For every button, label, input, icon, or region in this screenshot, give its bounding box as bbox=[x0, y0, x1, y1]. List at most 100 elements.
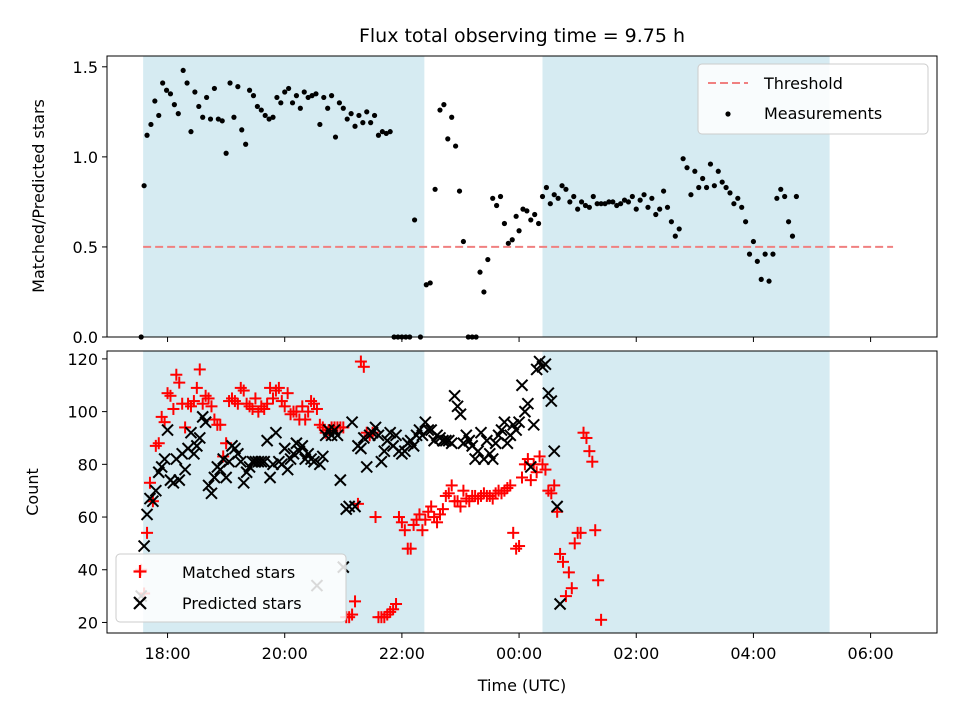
y-tick-label: 40 bbox=[78, 561, 98, 580]
measurement-point bbox=[582, 202, 589, 209]
measurement-point bbox=[266, 116, 272, 122]
measurement-point bbox=[250, 93, 257, 99]
measurement-point bbox=[524, 208, 530, 214]
predicted-stars-point bbox=[360, 460, 373, 474]
predicted-stars-point bbox=[501, 437, 514, 450]
measurement-point bbox=[621, 197, 628, 203]
predicted-stars-point bbox=[190, 439, 204, 453]
measurement-point bbox=[606, 199, 612, 205]
matched-stars-point bbox=[381, 608, 394, 621]
predicted-stars-point bbox=[448, 389, 461, 403]
predicted-stars-point bbox=[436, 434, 450, 447]
measurement-point bbox=[231, 114, 237, 120]
measurement-point bbox=[485, 256, 491, 263]
predicted-stars-point bbox=[345, 415, 359, 429]
matched-stars-point bbox=[346, 608, 359, 621]
matched-stars-point bbox=[419, 513, 432, 526]
matched-stars-point bbox=[516, 471, 528, 484]
predicted-stars-point bbox=[199, 415, 212, 429]
measurements-legend-label: Measurements bbox=[764, 104, 882, 123]
matched-stars-point bbox=[179, 421, 192, 434]
predicted-stars-point bbox=[202, 479, 215, 492]
measurement-point bbox=[254, 103, 260, 110]
measurement-point bbox=[645, 204, 651, 210]
bottom-y-axis-label: Count bbox=[23, 468, 42, 516]
predicted-stars-point bbox=[518, 405, 532, 418]
matched-stars-point bbox=[237, 384, 250, 397]
predicted-stars-point bbox=[184, 426, 198, 439]
x-tick-label: 22:00 bbox=[379, 644, 425, 663]
matched-stars-point bbox=[208, 413, 221, 426]
measurement-point bbox=[746, 251, 753, 257]
measurement-point bbox=[437, 107, 443, 113]
x-tick-label: 20:00 bbox=[262, 644, 308, 663]
measurement-point bbox=[383, 130, 389, 137]
matched-stars-point bbox=[190, 381, 203, 394]
measurement-point bbox=[368, 120, 374, 126]
predicted-stars-point bbox=[375, 455, 388, 468]
matched-stars-point bbox=[457, 484, 470, 497]
measurement-point bbox=[243, 141, 249, 147]
matched-stars-point bbox=[305, 395, 318, 408]
measurement-point bbox=[301, 89, 307, 95]
measurement-point bbox=[348, 111, 354, 117]
measurement-point bbox=[590, 193, 596, 200]
predicted-stars-point bbox=[155, 460, 168, 474]
measurement-point bbox=[578, 199, 585, 205]
measurement-point bbox=[336, 100, 342, 106]
measurement-point bbox=[481, 289, 487, 295]
matched-stars-point bbox=[149, 439, 162, 452]
measurement-point bbox=[715, 168, 721, 174]
measurement-point bbox=[171, 102, 177, 108]
matched-stars-point bbox=[252, 405, 265, 418]
matched-stars-point bbox=[243, 400, 256, 413]
predicted-stars-point bbox=[146, 495, 160, 508]
measurement-point bbox=[364, 109, 370, 115]
measurement-point bbox=[278, 100, 284, 106]
measurement-point bbox=[719, 179, 725, 185]
matched-stars-point bbox=[460, 492, 473, 505]
measurement-point bbox=[614, 202, 620, 209]
measurement-point bbox=[460, 238, 467, 245]
matched-stars-point bbox=[284, 408, 297, 421]
measurement-point bbox=[657, 206, 663, 212]
measurement-point bbox=[785, 219, 792, 225]
matched-stars-point bbox=[357, 360, 370, 373]
matched-stars-point bbox=[404, 542, 417, 555]
measurement-point bbox=[762, 251, 768, 257]
predicted-stars-point bbox=[334, 473, 347, 487]
matched-stars-point bbox=[428, 511, 441, 524]
measurement-point bbox=[509, 237, 515, 243]
predicted-stars-point bbox=[372, 429, 385, 442]
predicted-stars-point bbox=[474, 426, 488, 439]
measurement-point bbox=[735, 195, 741, 201]
predicted-stars-point bbox=[509, 423, 523, 437]
matched-stars-point bbox=[545, 487, 558, 500]
measurement-point bbox=[286, 85, 292, 92]
y-tick-label: 80 bbox=[78, 455, 98, 474]
measurement-point bbox=[356, 112, 362, 119]
predicted-stars-point bbox=[158, 452, 171, 466]
matched-stars-point bbox=[296, 400, 309, 413]
measurement-point bbox=[516, 228, 522, 234]
matched-stars-point bbox=[384, 605, 397, 618]
matched-stars-point bbox=[586, 455, 599, 468]
matched-stars-point bbox=[477, 487, 490, 500]
matched-stars-point bbox=[152, 437, 165, 450]
predicted-legend-swatch bbox=[133, 596, 147, 610]
y-tick-label: 20 bbox=[78, 613, 98, 632]
predicted-stars-point bbox=[187, 447, 201, 460]
measurement-point bbox=[432, 186, 438, 192]
matched-stars-point bbox=[354, 355, 367, 368]
matched-stars-point bbox=[164, 389, 177, 402]
predicted-stars-point bbox=[137, 539, 151, 553]
matched-stars-point bbox=[392, 511, 405, 524]
matched-stars-point bbox=[302, 405, 315, 418]
measurement-point bbox=[309, 93, 315, 99]
bottom-shaded-intervals bbox=[143, 351, 830, 633]
matched-stars-point bbox=[167, 402, 180, 415]
bottom-marks bbox=[134, 355, 608, 626]
measurement-point bbox=[743, 219, 749, 225]
